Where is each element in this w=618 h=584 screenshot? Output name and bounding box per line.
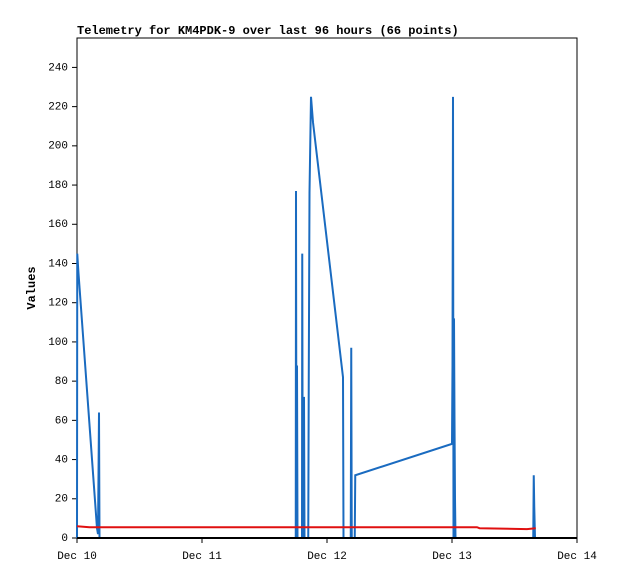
x-tick-label: Dec 14 (557, 551, 597, 563)
series-line (76, 96, 536, 539)
y-tick-label: 60 (55, 415, 68, 427)
y-tick-label: 180 (48, 180, 68, 192)
y-tick-label: 0 (61, 533, 68, 545)
y-tick-label: 20 (55, 494, 68, 506)
y-tick-label: 100 (48, 337, 68, 349)
y-tick-label: 200 (48, 141, 68, 153)
chart-title: Telemetry for KM4PDK-9 over last 96 hour… (77, 24, 459, 38)
y-tick-label: 240 (48, 62, 68, 74)
x-tick-label: Dec 11 (182, 551, 222, 563)
y-tick-label: 120 (48, 298, 68, 310)
x-tick-label: Dec 10 (57, 551, 97, 563)
y-tick-label: 80 (55, 376, 68, 388)
x-tick-label: Dec 13 (432, 551, 472, 563)
plot-frame (76, 37, 578, 539)
y-tick-label: 140 (48, 258, 68, 270)
y-tick-label: 220 (48, 102, 68, 114)
y-tick-label: 40 (55, 454, 68, 466)
x-tick-label: Dec 12 (307, 551, 347, 563)
series-line (76, 525, 536, 531)
y-axis-label: Values (25, 266, 39, 309)
y-tick-label: 160 (48, 219, 68, 231)
